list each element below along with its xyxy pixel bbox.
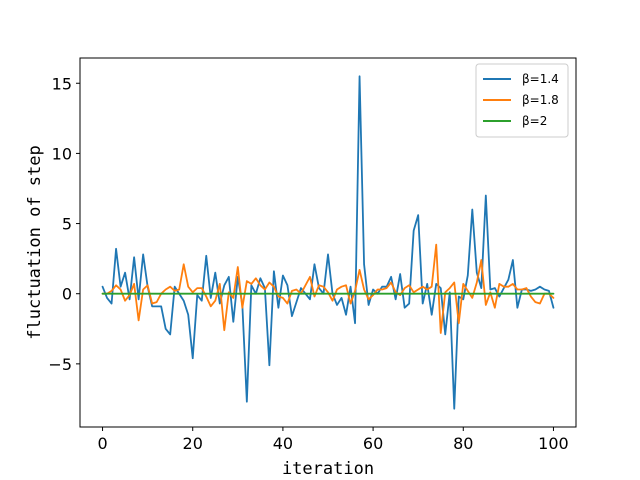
x-tick-label: 20 xyxy=(183,434,203,453)
y-tick-label: 10 xyxy=(52,144,72,163)
y-tick-label: −5 xyxy=(48,355,72,374)
series-line-1 xyxy=(101,243,555,334)
legend-label-1: β=1.8 xyxy=(522,93,559,107)
x-axis-label: iteration xyxy=(282,459,374,479)
legend-label-2: β=2 xyxy=(522,114,547,128)
x-tick-label: 40 xyxy=(273,434,293,453)
y-axis-label: fluctuation of step xyxy=(25,145,45,339)
x-tick-label: 0 xyxy=(97,434,107,453)
x-tick-label: 80 xyxy=(453,434,473,453)
y-axis-ticks: −5 0 5 10 15 xyxy=(48,74,80,374)
y-tick-label: 0 xyxy=(62,285,72,304)
legend: β=1.4 β=1.8 β=2 xyxy=(475,63,569,138)
x-tick-label: 60 xyxy=(363,434,383,453)
y-tick-label: 15 xyxy=(52,74,72,93)
x-tick-label: 100 xyxy=(538,434,569,453)
series-layer xyxy=(101,75,555,410)
y-tick-label: 5 xyxy=(62,215,72,234)
legend-label-0: β=1.4 xyxy=(522,72,559,86)
x-axis-ticks: 0 20 40 60 80 100 xyxy=(97,427,569,453)
legend-box xyxy=(475,63,569,138)
plot-frame xyxy=(79,57,577,428)
